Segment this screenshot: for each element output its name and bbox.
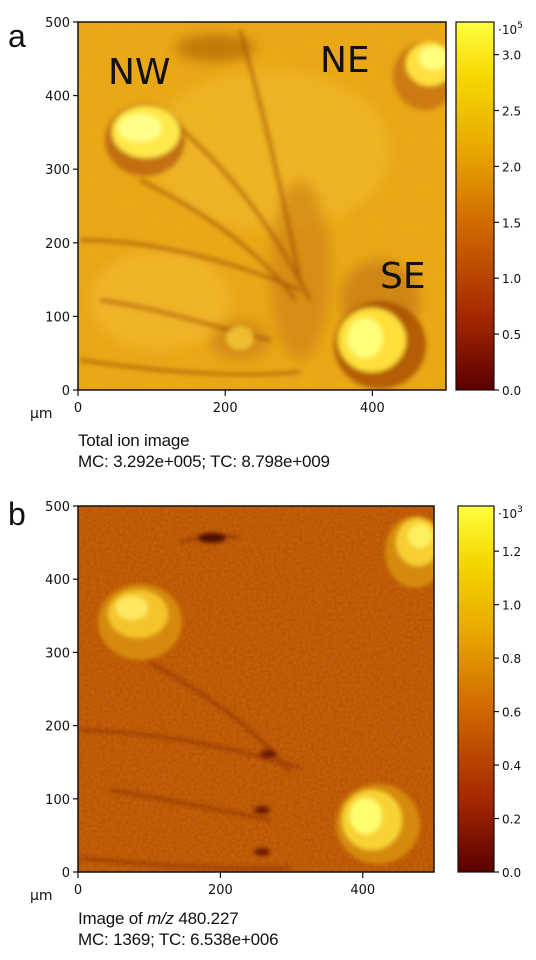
y-axis-b: 0 100 200 300 400 500 [45,500,78,881]
region-label-ne: NE [320,40,370,81]
caption-title: Total ion image [78,431,190,450]
colorbar-tick-label: 0.2 [502,813,521,827]
caption-stats: MC: 3.292e+005; TC: 8.798e+009 [78,452,330,471]
y-tick-label: 300 [45,646,70,661]
ion-image-a [78,22,446,390]
colorbar-tick-label: 1.5 [502,216,521,230]
ion-image-figure-a: NW NE SE 0 100 200 300 400 500 0 200 400 µm 0.0… [30,16,523,422]
colorbar-tick-label: 2.0 [502,160,521,174]
x-tick-label: 0 [74,883,82,898]
image-frame [77,21,447,391]
y-axis-a: 0 100 200 300 400 500 [45,16,78,399]
region-label-nw: NW [108,52,171,93]
colorbar-exponent-a: ·105 [498,21,523,37]
colorbar-ticks-b: 0.0 0.2 0.4 0.6 0.8 1.0 1.2 [494,545,521,880]
panel-a: a [8,16,523,472]
y-tick-label: 500 [45,500,70,515]
axis-unit: µm [30,888,53,904]
colorbar-tick-label: 0.4 [502,759,521,773]
caption-title: Image of m/z 480.227 [78,909,239,928]
image-frame [77,505,435,873]
y-tick-label: 100 [45,793,70,808]
y-tick-label: 200 [45,237,70,252]
colorbar-tick-label: 0.0 [502,384,521,398]
colorbar-ticks-a: 0.0 0.5 1.0 1.5 2.0 2.5 3.0 [494,49,521,398]
x-tick-label: 200 [213,401,238,416]
colorbar-b [457,505,495,873]
x-axis-a: 0 200 400 [74,390,385,416]
x-tick-label: 400 [350,883,375,898]
colorbar-exponent-b: ·103 [498,505,523,521]
colorbar-tick-label: 1.0 [502,599,521,613]
axis-unit: µm [30,406,53,422]
ion-image-figure-b: 0 100 200 300 400 500 0 200 400 µm 0.0 0.2 0.4 0.6… [30,500,523,904]
ion-image-b [78,506,434,872]
x-axis-b: 0 200 400 [74,872,375,898]
y-tick-label: 200 [45,720,70,735]
colorbar-tick-label: 2.5 [502,105,521,119]
panel-letter: a [8,18,26,54]
y-tick-label: 300 [45,163,70,178]
panel-letter: b [8,496,26,532]
colorbar-tick-label: 1.2 [502,545,521,559]
y-tick-label: 0 [62,866,70,881]
y-tick-label: 400 [45,573,70,588]
y-tick-label: 100 [45,310,70,325]
caption-stats: MC: 1369; TC: 6.538e+006 [78,930,279,949]
colorbar-tick-label: 3.0 [502,49,521,63]
y-tick-label: 0 [62,384,70,399]
colorbar-tick-label: 0.0 [502,866,521,880]
x-tick-label: 400 [360,401,385,416]
colorbar-tick-label: 1.0 [502,272,521,286]
region-label-se: SE [380,256,426,297]
colorbar-tick-label: 0.6 [502,706,521,720]
x-tick-label: 200 [208,883,233,898]
colorbar-tick-label: 0.8 [502,652,521,666]
y-tick-label: 400 [45,90,70,105]
colorbar-tick-label: 0.5 [502,328,521,342]
panel-b: b [0,482,536,960]
caption-a: Total ion image MC: 3.292e+005; TC: 8.79… [78,430,330,472]
colorbar-a [455,21,495,391]
caption-b: Image of m/z 480.227 MC: 1369; TC: 6.538… [78,908,279,950]
x-tick-label: 0 [74,401,82,416]
y-tick-label: 500 [45,16,70,31]
